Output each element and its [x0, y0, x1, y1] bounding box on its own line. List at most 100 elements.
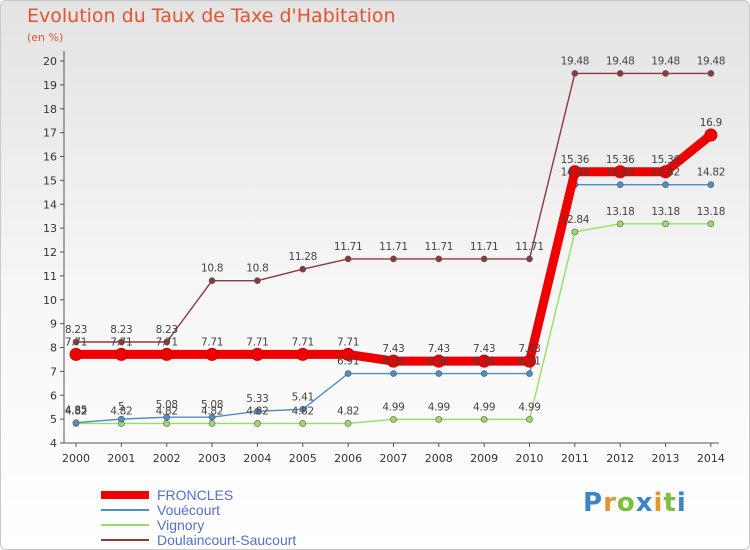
data-label: 4.82	[246, 405, 268, 417]
data-label: 16.9	[700, 117, 722, 129]
data-label: 4.82	[156, 405, 178, 417]
y-tick-label: 5	[50, 413, 57, 426]
data-label: 5.33	[246, 393, 268, 405]
data-label: 6.91	[428, 356, 450, 368]
y-tick-label: 4	[50, 437, 57, 450]
legend-item-vignory[interactable]: Vignory	[101, 516, 296, 533]
data-label: 7.71	[156, 336, 178, 348]
legend-swatch-vouecourt	[101, 508, 149, 511]
legend-item-froncles[interactable]: FRONCLES	[101, 486, 296, 503]
data-label: 4.99	[518, 401, 540, 413]
data-label: 15.36	[561, 154, 590, 166]
legend-item-vouecourt[interactable]: Vouécourt	[101, 502, 296, 518]
data-label: 6.91	[518, 356, 540, 368]
data-point	[435, 370, 443, 377]
data-label: 11.71	[425, 241, 454, 253]
data-label: 11.71	[379, 241, 408, 253]
legend-label: FRONCLES	[157, 486, 234, 503]
data-point	[296, 347, 310, 361]
data-label: 7.71	[246, 336, 268, 348]
x-tick-label: 2012	[606, 452, 634, 465]
data-point	[254, 420, 261, 427]
legend-label: Vignory	[157, 516, 205, 533]
data-label: 8.23	[156, 324, 178, 336]
y-tick-label: 16	[43, 151, 57, 164]
data-label: 19.48	[651, 55, 680, 67]
y-tick-label: 14	[43, 198, 57, 211]
data-label: 11.71	[334, 241, 363, 253]
data-point	[208, 413, 216, 421]
x-tick-label: 2000	[62, 452, 90, 465]
data-point	[616, 181, 624, 188]
x-tick-label: 2003	[198, 452, 226, 465]
x-tick-label: 2009	[470, 452, 498, 465]
data-point	[571, 228, 579, 236]
data-label: 4.82	[65, 405, 87, 417]
legend-item-doulaincourt[interactable]: Doulaincourt-Saucourt	[101, 532, 296, 548]
y-tick-label: 11	[43, 270, 57, 283]
data-label: 7.43	[382, 343, 404, 355]
y-tick-label: 8	[50, 342, 57, 355]
x-tick-label: 2008	[425, 452, 453, 465]
data-point	[616, 70, 624, 77]
x-tick-label: 2007	[379, 452, 407, 465]
data-point	[480, 416, 488, 423]
data-label: 4.99	[382, 401, 404, 413]
y-tick-label: 20	[43, 55, 57, 68]
data-point	[390, 416, 397, 423]
x-tick-label: 2013	[652, 452, 680, 465]
data-label: 4.82	[337, 405, 359, 417]
data-point	[480, 370, 488, 377]
data-point	[208, 420, 216, 427]
data-label: 5.08	[156, 399, 178, 411]
data-label: 8.23	[65, 324, 87, 336]
y-tick-label: 12	[43, 246, 57, 259]
y-tick-label: 13	[43, 222, 57, 235]
series-line-1	[75, 183, 711, 424]
data-label: 13.18	[697, 206, 726, 218]
x-tick-label: 2010	[516, 452, 544, 465]
data-point	[72, 338, 80, 346]
unit-label: (en %)	[27, 31, 64, 44]
chart-title: Evolution du Taux de Taxe d'Habitation	[27, 5, 396, 27]
data-point	[480, 255, 488, 263]
data-label: 4.82	[110, 405, 132, 417]
data-label: 6.91	[382, 356, 404, 368]
data-point	[386, 354, 400, 368]
x-tick-label: 2002	[153, 452, 181, 465]
data-label: 5	[118, 401, 124, 413]
data-label: 8.23	[110, 324, 132, 336]
x-tick-label: 2005	[289, 452, 317, 465]
x-tick-label: 2006	[334, 452, 362, 465]
data-label: 4.82	[201, 405, 223, 417]
data-label: 7.71	[65, 336, 87, 348]
data-point	[390, 255, 397, 263]
y-tick-label: 6	[50, 389, 57, 402]
data-label: 14.82	[561, 167, 590, 179]
data-point	[118, 338, 125, 346]
data-point	[299, 420, 307, 427]
data-label: 6.91	[473, 356, 495, 368]
data-point	[477, 354, 491, 368]
data-label: 4.82	[292, 405, 314, 417]
data-point	[299, 406, 307, 413]
legend-swatch-doulaincourt	[101, 538, 149, 541]
data-point	[707, 220, 715, 228]
data-point	[662, 220, 669, 228]
x-tick-label: 2004	[243, 452, 271, 465]
data-label: 4.99	[473, 401, 495, 413]
data-point	[344, 370, 352, 377]
data-label: 14.82	[606, 167, 635, 179]
legend: FRONCLES Vouécourt Vignory Doulaincourt-…	[101, 486, 296, 548]
data-point	[613, 165, 627, 179]
data-label: 12.84	[561, 214, 590, 226]
proxiti-logo: Proxiti	[583, 488, 687, 518]
data-label: 5.08	[201, 399, 223, 411]
data-point	[526, 416, 533, 423]
data-label: 10.8	[246, 263, 268, 275]
data-point	[341, 347, 355, 361]
data-point	[254, 277, 261, 284]
data-label: 11.71	[470, 241, 499, 253]
data-point	[659, 165, 673, 179]
data-point	[69, 347, 83, 361]
